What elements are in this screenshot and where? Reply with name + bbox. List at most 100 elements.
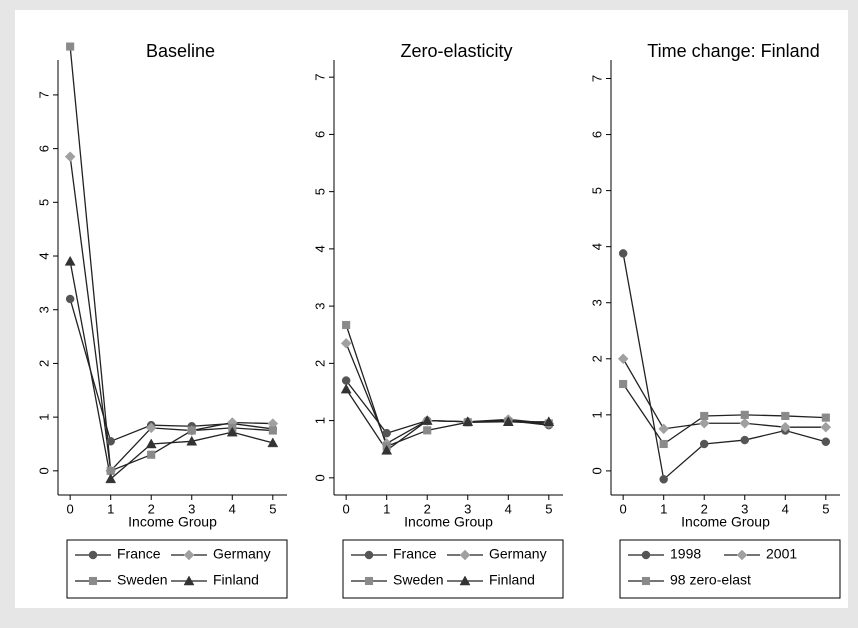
y-tick-label: 0 (312, 474, 327, 481)
marker (421, 415, 433, 425)
marker (740, 435, 750, 445)
y-tick-label: 7 (36, 91, 51, 98)
marker (186, 435, 198, 446)
marker (66, 42, 75, 51)
marker (105, 473, 117, 484)
x-tick-label: 5 (822, 501, 829, 516)
marker (267, 437, 279, 448)
x-tick-label: 0 (67, 501, 74, 516)
x-tick-label: 1 (383, 501, 390, 516)
x-tick-label: 2 (424, 501, 431, 516)
marker (699, 439, 709, 449)
x-tick-label: 3 (188, 501, 195, 516)
panel-title: Time change: Finland (647, 41, 819, 61)
series-line (622, 253, 826, 481)
marker (183, 549, 195, 561)
y-tick-label: 1 (36, 414, 51, 421)
x-tick-label: 4 (505, 501, 512, 516)
x-tick-label: 5 (269, 501, 276, 516)
marker (658, 423, 670, 435)
marker (659, 475, 668, 484)
x-tick-label: 4 (229, 501, 236, 516)
marker (821, 413, 830, 422)
y-tick-label: 0 (589, 467, 604, 474)
marker (340, 383, 352, 394)
marker (740, 410, 749, 419)
legend-label: Sweden (117, 572, 168, 588)
x-tick-label: 1 (660, 501, 667, 516)
series-line (69, 156, 273, 473)
marker (147, 450, 156, 459)
x-tick-label: 2 (701, 501, 708, 516)
marker (88, 550, 98, 560)
legend-label: Germany (489, 546, 547, 562)
marker (617, 353, 629, 365)
y-tick-label: 6 (589, 131, 604, 138)
y-tick-label: 3 (589, 299, 604, 306)
x-axis-label: Income Group (128, 514, 217, 530)
marker (364, 550, 374, 560)
x-tick-label: 3 (741, 501, 748, 516)
marker (183, 575, 195, 586)
x-axis-label: Income Group (404, 514, 493, 530)
legend-label: France (393, 546, 437, 562)
marker (736, 549, 748, 561)
legend-label: Germany (213, 546, 271, 562)
marker (543, 416, 555, 426)
y-tick-label: 6 (36, 145, 51, 152)
marker (340, 337, 352, 349)
marker (381, 444, 393, 455)
marker (502, 416, 514, 426)
marker (641, 550, 651, 560)
graph-region (15, 10, 848, 608)
marker (700, 411, 709, 421)
marker (268, 426, 277, 435)
marker (187, 426, 196, 435)
x-tick-label: 3 (464, 501, 471, 516)
marker (820, 421, 832, 433)
x-tick-label: 4 (782, 501, 789, 516)
marker (423, 426, 432, 435)
y-tick-label: 0 (36, 467, 51, 474)
y-tick-label: 7 (589, 75, 604, 82)
y-tick-label: 2 (312, 360, 327, 367)
marker (145, 422, 157, 434)
legend-box (619, 539, 841, 599)
marker (459, 575, 471, 586)
legend-box (66, 539, 288, 599)
marker (698, 417, 710, 429)
x-tick-label: 0 (620, 501, 627, 516)
marker (64, 255, 76, 266)
legend-label: 1998 (670, 546, 701, 562)
y-tick-label: 7 (312, 74, 327, 81)
y-tick-label: 5 (589, 187, 604, 194)
legend-label: Finland (213, 572, 259, 588)
y-tick-label: 4 (312, 245, 327, 252)
series-line (345, 388, 549, 452)
y-tick-label: 6 (312, 131, 327, 138)
marker (619, 379, 628, 389)
marker (459, 549, 471, 561)
series-line (622, 383, 826, 445)
marker (821, 437, 831, 446)
y-tick-label: 3 (36, 306, 51, 313)
y-tick-label: 5 (312, 188, 327, 195)
marker (462, 416, 474, 426)
y-tick-label: 4 (36, 252, 51, 259)
marker (341, 376, 351, 385)
panel-title: Zero-elasticity (400, 41, 512, 61)
marker (88, 576, 98, 586)
x-tick-label: 2 (148, 501, 155, 516)
legend-label: Finland (489, 572, 535, 588)
x-tick-label: 0 (343, 501, 350, 516)
legend-box (342, 539, 564, 599)
marker (779, 421, 791, 433)
y-tick-label: 5 (36, 199, 51, 206)
marker (659, 439, 668, 449)
marker (781, 411, 790, 421)
marker (145, 438, 157, 449)
marker (64, 151, 76, 163)
y-tick-label: 1 (312, 417, 327, 424)
y-tick-label: 3 (312, 303, 327, 310)
